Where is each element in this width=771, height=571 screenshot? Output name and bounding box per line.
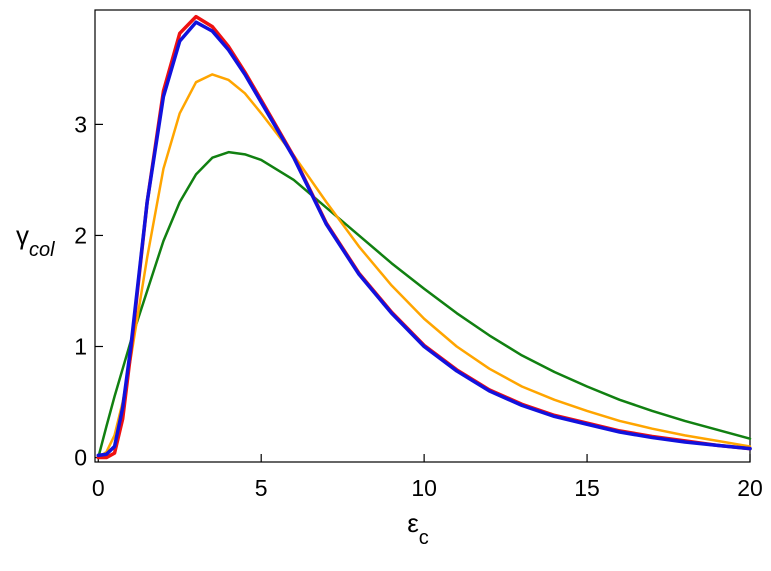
data-line xyxy=(97,73,752,459)
x-axis-label: εc xyxy=(407,508,429,549)
y-axis-label: γcol xyxy=(16,220,55,261)
y-label-main: γ xyxy=(16,220,29,250)
data-line xyxy=(97,150,752,459)
data-line xyxy=(96,20,752,458)
y-tick-label: 2 xyxy=(74,222,87,248)
y-tick-label: 0 xyxy=(74,445,87,471)
y-tick-label: 3 xyxy=(74,111,87,137)
x-label-main: ε xyxy=(407,508,419,538)
y-tick-label: 1 xyxy=(74,334,87,360)
x-tick-label: 5 xyxy=(255,475,268,501)
x-tick-label: 20 xyxy=(737,475,763,501)
x-label-sub: c xyxy=(419,527,429,549)
x-tick-label: 0 xyxy=(92,475,105,501)
plot-frame xyxy=(94,9,751,463)
y-label-sub: col xyxy=(29,239,55,261)
x-tick-label: 10 xyxy=(411,475,437,501)
x-tick-label: 15 xyxy=(574,475,600,501)
